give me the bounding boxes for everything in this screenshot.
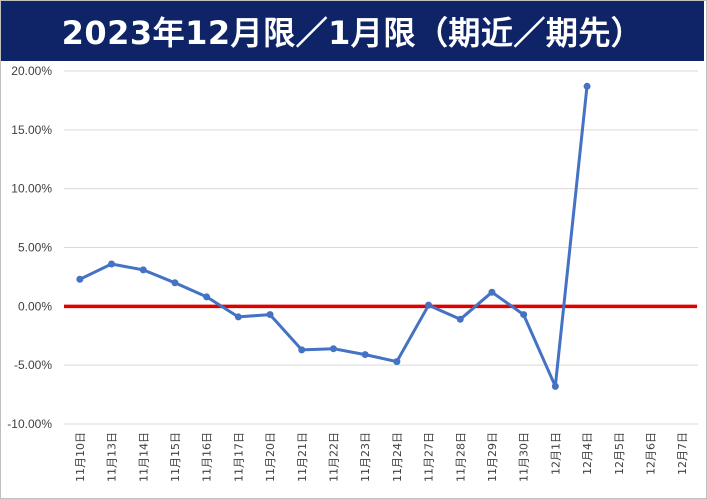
data-point <box>329 345 337 353</box>
data-point <box>76 275 84 283</box>
x-tick-label: 11月29日 <box>486 432 499 482</box>
y-tick-label: 20.00% <box>11 64 52 78</box>
y-tick-label: 0.00% <box>18 299 52 313</box>
gridlines <box>64 70 698 425</box>
y-tick-label: -10.00% <box>7 417 52 431</box>
x-tick-label: 11月14日 <box>137 432 150 482</box>
x-tick-label: 11月10日 <box>74 432 87 482</box>
data-point <box>139 266 147 274</box>
x-tick-label: 11月24日 <box>391 432 404 482</box>
x-axis-ticks: 11月10日 11月13日 11月14日 11月15日 11月16日 11月17日 11月2… <box>74 432 689 482</box>
data-point <box>203 293 211 301</box>
x-tick-label: 12月6日 <box>644 432 657 475</box>
x-tick-label: 11月13日 <box>106 432 119 482</box>
chart-title: 2023年12月限／1月限（期近／期先） <box>1 1 704 61</box>
data-point <box>488 288 496 296</box>
x-tick-label: 11月23日 <box>359 432 372 482</box>
x-tick-label: 11月15日 <box>169 432 182 482</box>
data-point <box>520 311 528 319</box>
y-tick-label: 15.00% <box>11 123 52 137</box>
series-group <box>76 82 591 390</box>
x-tick-label: 11月21日 <box>296 432 309 482</box>
data-point <box>551 382 559 390</box>
data-point <box>393 358 401 366</box>
y-tick-label: -5.00% <box>14 358 52 372</box>
data-point <box>298 346 306 354</box>
data-point <box>583 82 591 90</box>
x-tick-label: 11月27日 <box>423 432 436 482</box>
x-tick-label: 11月17日 <box>232 432 245 482</box>
data-point <box>234 313 242 321</box>
series-line <box>79 86 589 388</box>
y-tick-label: 10.00% <box>11 182 52 196</box>
x-tick-label: 11月28日 <box>454 432 467 482</box>
data-point <box>266 311 274 319</box>
y-tick-label: 5.00% <box>18 241 52 255</box>
x-tick-label: 11月22日 <box>327 432 340 482</box>
data-point <box>425 301 433 309</box>
x-tick-label: 12月5日 <box>613 432 626 475</box>
y-axis-ticks: 20.00% 15.00% 10.00% 5.00% 0.00% -5.00% -10.00… <box>7 64 52 431</box>
x-tick-label: 12月1日 <box>549 432 562 475</box>
x-tick-label: 11月20日 <box>264 432 277 482</box>
x-tick-label: 12月4日 <box>581 432 594 475</box>
data-point <box>108 260 116 268</box>
x-tick-label: 11月16日 <box>201 432 214 482</box>
data-point <box>171 279 179 287</box>
x-tick-label: 11月30日 <box>518 432 531 482</box>
data-point <box>456 315 464 323</box>
data-point <box>361 351 369 359</box>
x-tick-label: 12月7日 <box>676 432 689 475</box>
